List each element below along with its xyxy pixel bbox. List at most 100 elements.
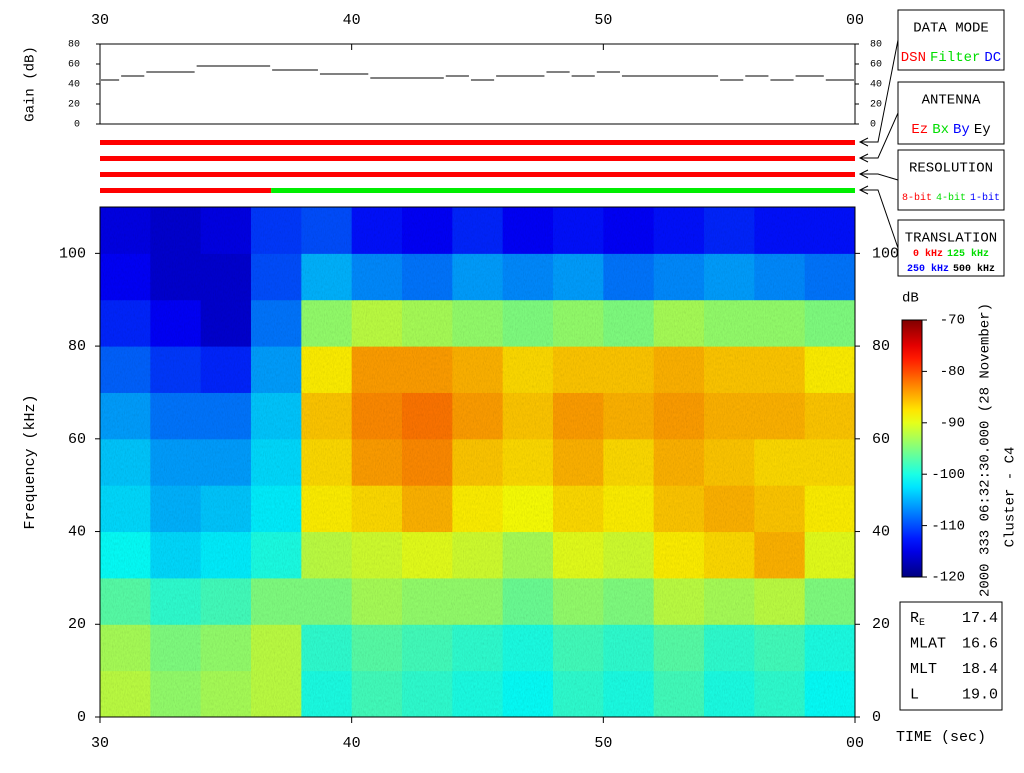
y-tick-label: 60 <box>870 60 882 71</box>
y-axis-label: Frequency (kHz) <box>22 394 39 529</box>
y-tick-label: 80 <box>68 338 86 355</box>
y-tick-label: 60 <box>872 431 890 448</box>
colorbar-tick-label: -110 <box>931 518 965 534</box>
y-tick-label: 80 <box>872 338 890 355</box>
panel-box <box>897 219 1005 277</box>
colorbar-label: dB <box>902 291 919 307</box>
caption: Cluster - C4 <box>1003 447 1019 548</box>
panel-item: Filter <box>930 50 980 66</box>
colorbar-tick-label: -100 <box>931 467 965 483</box>
y-tick-label: 0 <box>77 709 86 726</box>
info-label: RE <box>910 610 925 629</box>
panel-title: TRANSLATION <box>905 231 997 247</box>
info-value: 16.6 <box>962 635 998 652</box>
info-label-sub: E <box>919 618 925 629</box>
mode-bar <box>271 188 856 193</box>
y-tick-label: 0 <box>870 120 876 131</box>
gain-frame <box>99 43 856 125</box>
panel-item: 0 kHz <box>913 248 943 260</box>
x-tick-label: 00 <box>846 735 864 752</box>
panel-arrowhead <box>858 153 869 163</box>
spectrogram-frame <box>99 206 856 718</box>
panel-items: Ez Bx By Ey <box>911 122 990 138</box>
y-tick-label: 40 <box>68 524 86 541</box>
caption: 2000 333 06:32:30.000 (28 November) <box>978 303 994 597</box>
info-value: 17.4 <box>962 610 998 627</box>
colorbar-tick-label: -120 <box>931 570 965 586</box>
panel-item: 125 kHz <box>947 248 989 260</box>
panel-item: By <box>953 122 970 138</box>
y-axis-label: Gain (dB) <box>23 46 39 122</box>
colorbar-tick-label: -90 <box>940 416 965 432</box>
panel-connector <box>860 112 899 159</box>
y-tick-label: 40 <box>870 80 882 91</box>
y-tick-label: 0 <box>74 120 80 131</box>
spectrogram-texture <box>100 207 855 717</box>
colorbar-tick-label: -70 <box>940 313 965 329</box>
y-tick-label: 100 <box>59 245 86 262</box>
x-tick-label: 30 <box>91 735 109 752</box>
y-tick-label: 20 <box>68 100 80 111</box>
panel-item: Bx <box>932 122 949 138</box>
panel-title: DATA MODE <box>913 21 989 37</box>
panel-item: Ey <box>974 122 991 138</box>
y-tick-label: 20 <box>872 616 890 633</box>
x-tick-label: 00 <box>846 12 864 29</box>
panel-arrowhead <box>858 185 869 195</box>
x-tick-label: 30 <box>91 12 109 29</box>
y-tick-label: 60 <box>68 431 86 448</box>
info-label-main: MLAT <box>910 635 946 652</box>
y-tick-label: 40 <box>68 80 80 91</box>
mode-bar <box>100 156 855 161</box>
info-value: 18.4 <box>962 661 998 678</box>
mode-bar <box>100 172 855 177</box>
info-label: L <box>910 686 919 703</box>
x-tick-label: 40 <box>343 735 361 752</box>
panel-connector <box>860 173 899 181</box>
x-axis-label: TIME (sec) <box>896 729 986 746</box>
y-tick-label: 20 <box>870 100 882 111</box>
y-tick-label: 0 <box>872 709 881 726</box>
panel-item: 500 kHz <box>953 263 995 275</box>
panel-item: DC <box>984 50 1001 66</box>
panel-item: 250 kHz <box>907 263 949 275</box>
panel-title: ANTENNA <box>922 93 981 109</box>
panel-arrowhead <box>858 169 869 179</box>
panel-item: DSN <box>901 50 926 66</box>
x-tick-label: 50 <box>594 12 612 29</box>
colorbar-tick-label: -80 <box>940 364 965 380</box>
panel-item: 1-bit <box>970 192 1000 204</box>
panel-item: Ez <box>911 122 928 138</box>
panel-items: 8-bit 4-bit 1-bit <box>902 192 1000 204</box>
panel-box <box>897 9 1005 71</box>
panel-items: 250 kHz 500 kHz <box>907 263 995 275</box>
info-value: 19.0 <box>962 686 998 703</box>
y-tick-label: 20 <box>68 616 86 633</box>
info-label-main: MLT <box>910 661 937 678</box>
panel-arrowhead <box>858 137 869 147</box>
panel-box <box>897 81 1005 145</box>
panel-items: DSN Filter DC <box>901 50 1001 66</box>
panel-title: RESOLUTION <box>909 161 993 177</box>
colorbar <box>901 319 923 578</box>
mode-bar <box>100 140 855 145</box>
x-tick-label: 40 <box>343 12 361 29</box>
info-label: MLAT <box>910 635 946 652</box>
info-label-main: R <box>910 610 919 627</box>
y-tick-label: 40 <box>872 524 890 541</box>
x-tick-label: 50 <box>594 735 612 752</box>
mode-bar <box>100 188 272 193</box>
info-box <box>899 601 1003 711</box>
y-tick-label: 80 <box>68 40 80 51</box>
y-tick-label: 60 <box>68 60 80 71</box>
panel-item: 4-bit <box>936 192 966 204</box>
panel-connector <box>860 189 899 249</box>
y-tick-label: 80 <box>870 40 882 51</box>
panel-item: 8-bit <box>902 192 932 204</box>
info-label-main: L <box>910 686 919 703</box>
panel-items: 0 kHz 125 kHz <box>913 248 989 260</box>
panel-connector <box>860 39 899 143</box>
info-label: MLT <box>910 661 937 678</box>
y-tick-label: 100 <box>872 245 899 262</box>
